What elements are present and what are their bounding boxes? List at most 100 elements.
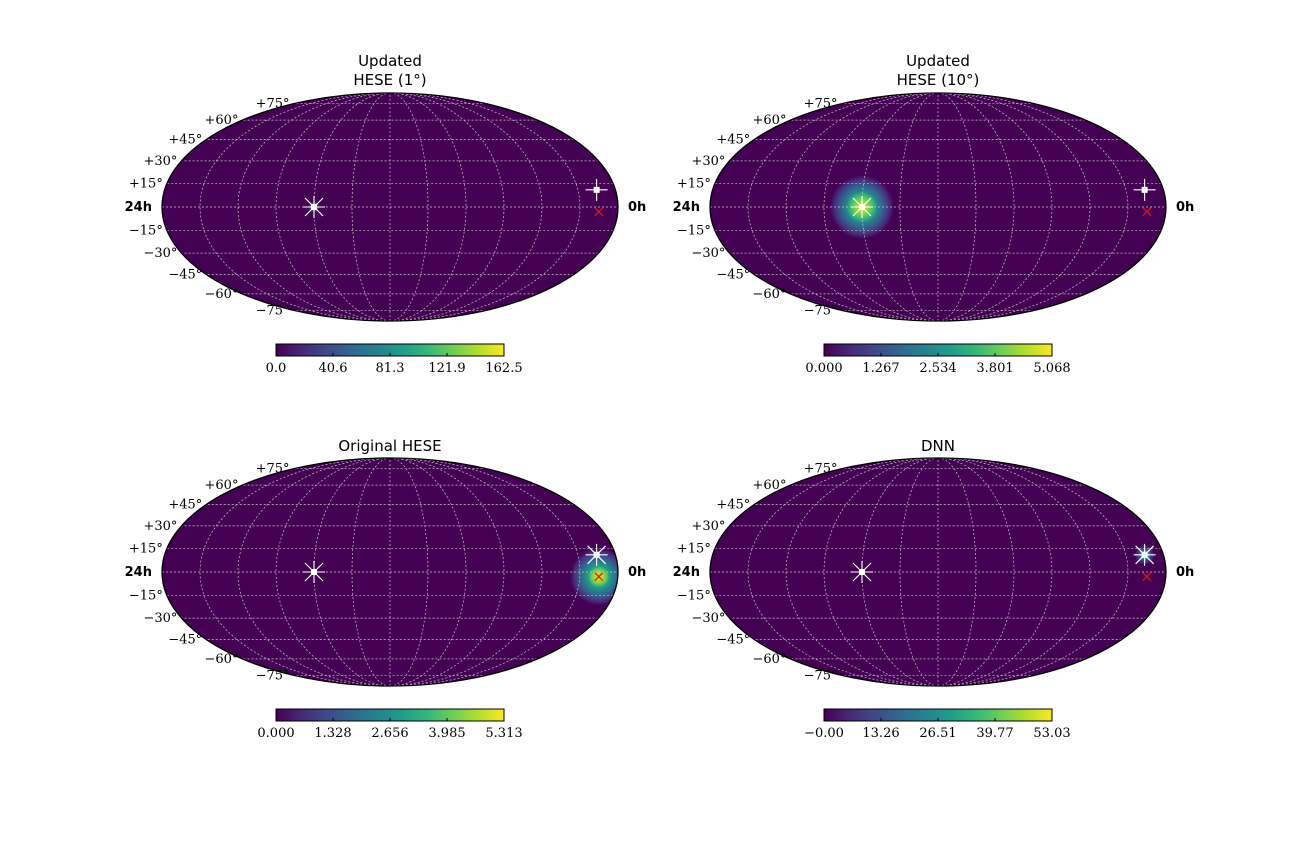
dec-tick-label: −60° [753,652,787,667]
dec-tick-label: +75° [256,462,290,477]
colorbar-tick-label: 0.0 [266,361,287,376]
ra-label-right: 0h [628,200,646,215]
dec-tick-label: +45° [168,133,202,148]
panel-title: HESE (10°) [897,71,980,89]
dec-tick-label: −60° [753,287,787,302]
ra-grid-line [389,458,543,686]
white-square-marker-icon [311,569,317,575]
dec-tick-label: −30° [143,246,177,261]
ra-grid-line [937,93,1129,321]
ra-grid-line [937,458,1129,686]
red-x-marker-icon [594,572,604,582]
white-square-marker-icon [1141,186,1148,193]
colorbar-tick-label: 2.656 [371,726,408,741]
dec-tick-label: −45° [168,267,202,282]
dec-tick-label: +15° [677,177,711,192]
white-square-marker-icon [311,204,317,210]
dec-tick-label: −45° [716,267,750,282]
dec-tick-label: −15° [677,588,711,603]
ra-label-left: 24h [673,565,700,580]
sky-map-outline [161,457,619,687]
dec-tick-label: +45° [716,498,750,513]
dec-tick-label: +60° [753,113,787,128]
ra-label-right: 0h [1176,565,1194,580]
dec-tick-label: +60° [205,113,239,128]
red-x-marker-icon [1142,572,1152,582]
white-square-marker-icon [593,551,600,558]
dec-tick-label: +15° [129,177,163,192]
dec-tick-label: +15° [677,542,711,557]
colorbar-tick-label: 81.3 [376,361,405,376]
dec-tick-label: +30° [143,154,177,169]
ra-label-right: 0h [1176,200,1194,215]
white-square-marker-icon [859,569,865,575]
dec-tick-label: +30° [143,519,177,534]
ra-label-left: 24h [125,565,152,580]
ra-grid-line [275,93,391,321]
dec-tick-label: −75° [804,668,838,683]
ra-grid-line [937,93,1091,321]
white-square-marker-icon [859,204,865,210]
ra-grid-line [237,93,391,321]
colorbar-tick-label: 0.000 [805,361,842,376]
sky-map-panel-4: DNN +75° +60°+45° +30° +15° −15° −30° −45°−60° −… [673,437,1195,741]
ra-grid-line [937,93,1053,321]
ra-grid-line [747,93,939,321]
dec-tick-label: +75° [804,462,838,477]
dec-tick-label: −45° [168,632,202,647]
dec-tick-label: +60° [205,478,239,493]
ra-grid-line [389,93,581,321]
dec-tick-label: +15° [129,542,163,557]
dec-tick-label: +60° [753,478,787,493]
sky-map-outline [709,457,1167,687]
sky-map-outline [709,92,1167,322]
white-square-marker-icon [1141,551,1148,558]
colorbar-tick-label: 5.068 [1033,361,1070,376]
colorbar-tick-label: 53.03 [1033,726,1070,741]
colorbar-tick-label: 40.6 [319,361,348,376]
ra-grid-line [275,458,391,686]
ra-grid-line [199,458,391,686]
ra-grid-line [389,458,581,686]
colorbar-tick-label: 162.5 [485,361,522,376]
colorbar-tick-label: 2.534 [919,361,956,376]
colorbar-tick-label: 1.328 [314,726,351,741]
panel-title: DNN [921,437,955,455]
dec-tick-label: +30° [691,154,725,169]
dec-tick-label: −15° [129,223,163,238]
ra-grid-line [389,93,505,321]
white-square-marker-icon [593,186,600,193]
colorbar-tick-label: 1.267 [862,361,899,376]
dec-tick-label: −45° [716,632,750,647]
ra-label-right: 0h [628,565,646,580]
colorbar-tick-label: 3.985 [428,726,465,741]
ra-grid-line [389,93,543,321]
colorbar-tick-label: −0.00 [804,726,844,741]
sky-map-outline [161,92,619,322]
red-x-marker-icon [1142,207,1152,217]
panel-title: Original HESE [338,437,441,455]
panel-title: HESE (1°) [353,71,426,89]
ra-grid-line [785,458,939,686]
dec-tick-label: −30° [143,611,177,626]
ra-grid-line [937,458,1053,686]
ra-grid-line [937,458,1091,686]
colorbar-tick-label: 5.313 [485,726,522,741]
dec-tick-label: −75° [256,668,290,683]
dec-tick-label: +75° [804,97,838,112]
dec-tick-label: +45° [716,133,750,148]
dec-tick-label: −15° [677,223,711,238]
dec-tick-label: −75° [256,303,290,318]
dec-tick-label: −60° [205,287,239,302]
ra-grid-line [785,93,939,321]
dec-tick-label: −30° [691,246,725,261]
colorbar-tick-label: 121.9 [428,361,465,376]
panel-title: Updated [906,52,970,70]
ra-grid-line [199,93,391,321]
colorbar-tick-label: 0.000 [257,726,294,741]
ra-grid-line [237,458,391,686]
dec-tick-label: +45° [168,498,202,513]
dec-tick-label: +30° [691,519,725,534]
